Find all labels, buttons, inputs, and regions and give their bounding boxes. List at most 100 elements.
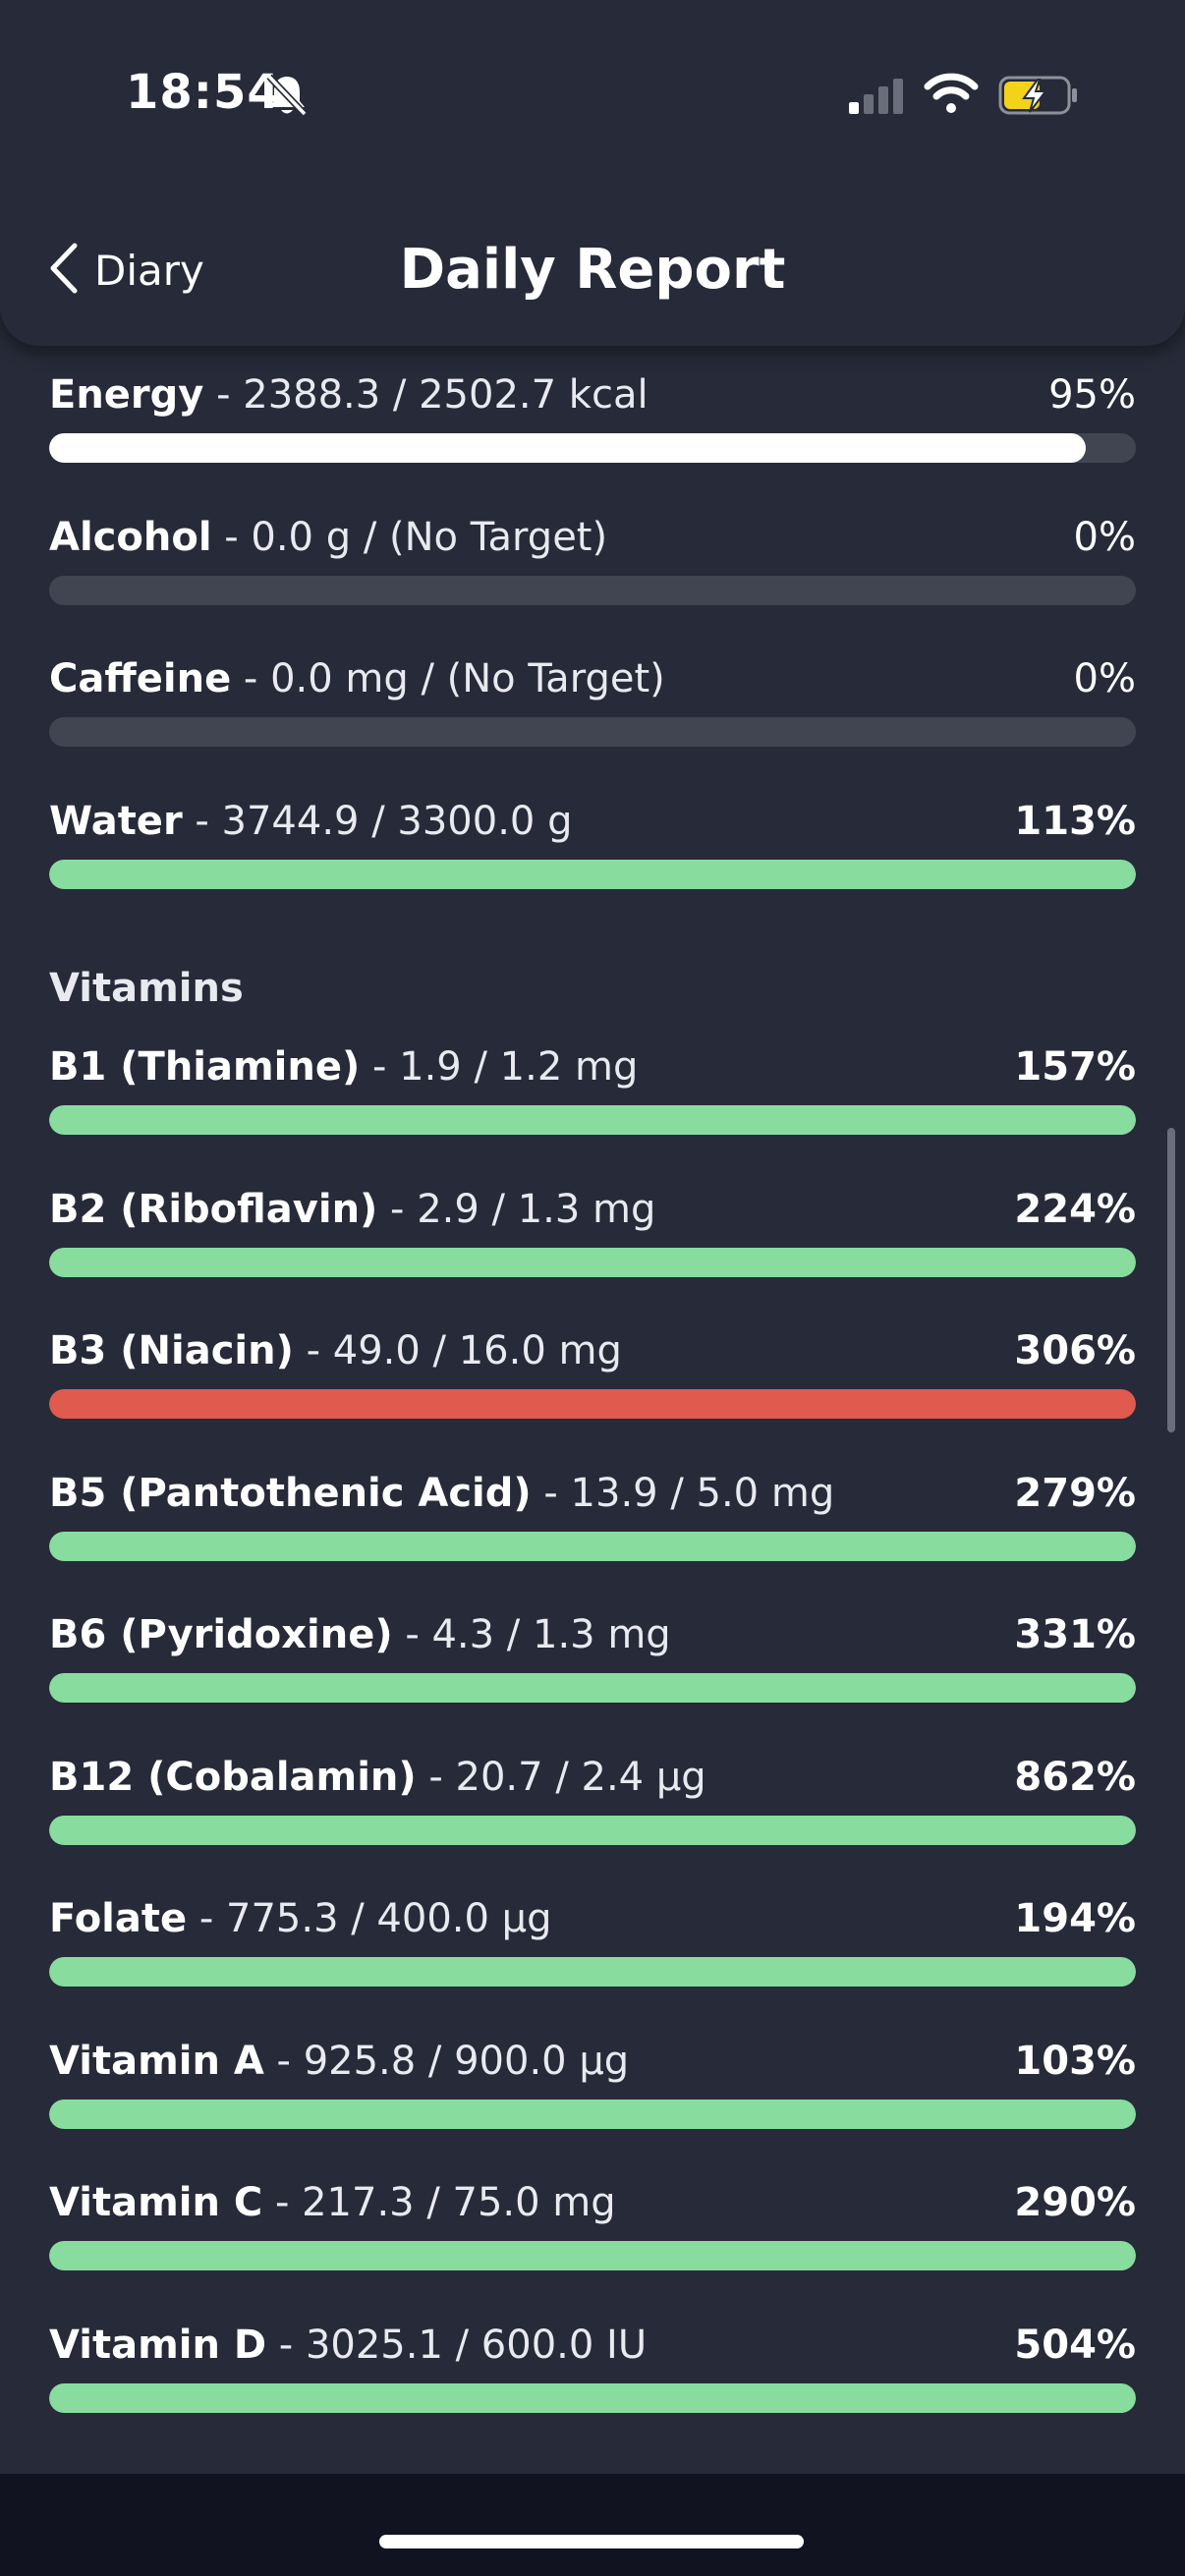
progress-bar bbox=[49, 1105, 1136, 1135]
nutrient-label: B3 (Niacin) - 49.0 / 16.0 mg bbox=[49, 1328, 622, 1373]
nutrient-name: Vitamin A bbox=[49, 2038, 264, 2084]
progress-bar-fill bbox=[49, 433, 1087, 463]
nutrient-row[interactable]: Folate - 775.3 / 400.0 µg 194% bbox=[49, 1896, 1136, 2004]
progress-bar bbox=[49, 859, 1136, 889]
progress-bar-fill bbox=[49, 1389, 1136, 1419]
progress-bar-fill bbox=[49, 1247, 1136, 1277]
chevron-left-icon bbox=[47, 242, 81, 299]
nutrient-percent: 0% bbox=[1073, 514, 1136, 560]
nutrient-name: Folate bbox=[49, 1896, 188, 1941]
nutrient-amount: - 3744.9 / 3300.0 g bbox=[182, 798, 573, 844]
nutrient-percent: 306% bbox=[1014, 1328, 1136, 1373]
nutrient-amount: - 20.7 / 2.4 µg bbox=[416, 1754, 706, 1800]
nutrient-row[interactable]: B2 (Riboflavin) - 2.9 / 1.3 mg 224% bbox=[49, 1187, 1136, 1295]
nutrient-percent: 157% bbox=[1014, 1044, 1136, 1090]
header: 18:54 bbox=[0, 0, 1185, 346]
scrollbar[interactable] bbox=[1167, 1128, 1175, 1432]
progress-bar bbox=[49, 1957, 1136, 1987]
nutrient-percent: 279% bbox=[1014, 1470, 1136, 1516]
nutrient-percent: 224% bbox=[1014, 1186, 1136, 1232]
nutrient-percent: 862% bbox=[1014, 1754, 1136, 1800]
nutrient-amount: - 0.0 mg / (No Target) bbox=[231, 656, 665, 701]
nutrient-name: B3 (Niacin) bbox=[49, 1328, 294, 1373]
nutrient-row-header: Vitamin C - 217.3 / 75.0 mg 290% bbox=[49, 2180, 1136, 2225]
nutrient-row[interactable]: Vitamin C - 217.3 / 75.0 mg 290% bbox=[49, 2180, 1136, 2288]
nutrient-name: Alcohol bbox=[49, 514, 212, 560]
page-title: Daily Report bbox=[399, 238, 786, 302]
progress-bar-fill bbox=[49, 2382, 1136, 2413]
progress-bar-fill bbox=[49, 2099, 1136, 2129]
nutrient-row[interactable]: B3 (Niacin) - 49.0 / 16.0 mg 306% bbox=[49, 1328, 1136, 1436]
nutrient-amount: - 13.9 / 5.0 mg bbox=[531, 1470, 835, 1516]
nutrient-label: Alcohol - 0.0 g / (No Target) bbox=[49, 515, 607, 560]
home-indicator[interactable] bbox=[379, 2535, 804, 2548]
nutrient-row[interactable]: Vitamin A - 925.8 / 900.0 µg 103% bbox=[49, 2039, 1136, 2147]
nutrient-amount: - 1.9 / 1.2 mg bbox=[360, 1044, 639, 1090]
nutrient-row-header: B3 (Niacin) - 49.0 / 16.0 mg 306% bbox=[49, 1328, 1136, 1373]
report-content[interactable]: Energy - 2388.3 / 2502.7 kcal 95% Alcohol … bbox=[0, 346, 1185, 2474]
progress-bar bbox=[49, 2241, 1136, 2270]
nutrient-amount: - 49.0 / 16.0 mg bbox=[293, 1328, 622, 1373]
nutrient-percent: 113% bbox=[1014, 798, 1136, 844]
nutrient-amount: - 0.0 g / (No Target) bbox=[211, 514, 608, 560]
nutrient-row-header: B2 (Riboflavin) - 2.9 / 1.3 mg 224% bbox=[49, 1187, 1136, 1232]
nutrient-label: Folate - 775.3 / 400.0 µg bbox=[49, 1896, 552, 1941]
progress-bar bbox=[49, 1389, 1136, 1419]
nutrient-row[interactable]: Alcohol - 0.0 g / (No Target) 0% bbox=[49, 515, 1136, 623]
nutrient-row-header: Vitamin D - 3025.1 / 600.0 IU 504% bbox=[49, 2323, 1136, 2368]
nutrient-label: B6 (Pyridoxine) - 4.3 / 1.3 mg bbox=[49, 1612, 671, 1657]
progress-bar-fill bbox=[49, 1531, 1136, 1561]
nutrient-row[interactable]: B5 (Pantothenic Acid) - 13.9 / 5.0 mg 279… bbox=[49, 1471, 1136, 1579]
back-button-label: Diary bbox=[94, 246, 204, 295]
progress-bar-fill bbox=[49, 859, 1136, 889]
nutrient-label: B2 (Riboflavin) - 2.9 / 1.3 mg bbox=[49, 1187, 655, 1232]
progress-bar bbox=[49, 717, 1136, 747]
nutrient-name: Vitamin D bbox=[49, 2322, 267, 2368]
progress-bar bbox=[49, 575, 1136, 605]
nutrient-label: Vitamin C - 217.3 / 75.0 mg bbox=[49, 2180, 616, 2225]
nutrient-percent: 290% bbox=[1014, 2180, 1136, 2225]
nutrient-row-header: Water - 3744.9 / 3300.0 g 113% bbox=[49, 799, 1136, 844]
nutrient-amount: - 925.8 / 900.0 µg bbox=[263, 2038, 630, 2084]
nutrient-percent: 0% bbox=[1073, 656, 1136, 701]
nutrient-row-header: B12 (Cobalamin) - 20.7 / 2.4 µg 862% bbox=[49, 1755, 1136, 1800]
nutrient-name: B12 (Cobalamin) bbox=[49, 1754, 417, 1800]
progress-bar bbox=[49, 1531, 1136, 1561]
nutrient-name: Vitamin C bbox=[49, 2180, 263, 2225]
nutrient-amount: - 217.3 / 75.0 mg bbox=[262, 2180, 616, 2225]
nutrient-name: B5 (Pantothenic Acid) bbox=[49, 1470, 532, 1516]
progress-bar bbox=[49, 2099, 1136, 2129]
nutrient-percent: 331% bbox=[1014, 1612, 1136, 1657]
nutrient-row[interactable]: B6 (Pyridoxine) - 4.3 / 1.3 mg 331% bbox=[49, 1612, 1136, 1720]
nutrient-row[interactable]: Vitamin D - 3025.1 / 600.0 IU 504% bbox=[49, 2323, 1136, 2431]
nutrient-name: Caffeine bbox=[49, 656, 232, 701]
nutrient-row-header: B6 (Pyridoxine) - 4.3 / 1.3 mg 331% bbox=[49, 1612, 1136, 1657]
nutrient-name: Energy bbox=[49, 372, 204, 418]
nutrient-row-header: B1 (Thiamine) - 1.9 / 1.2 mg 157% bbox=[49, 1044, 1136, 1090]
nutrient-percent: 95% bbox=[1048, 372, 1136, 418]
nutrient-row[interactable]: B12 (Cobalamin) - 20.7 / 2.4 µg 862% bbox=[49, 1755, 1136, 1863]
back-button[interactable]: Diary bbox=[47, 236, 204, 305]
nutrient-row-header: Folate - 775.3 / 400.0 µg 194% bbox=[49, 1896, 1136, 1941]
nutrient-label: Water - 3744.9 / 3300.0 g bbox=[49, 799, 572, 844]
nutrient-amount: - 2388.3 / 2502.7 kcal bbox=[203, 372, 649, 418]
progress-bar bbox=[49, 1673, 1136, 1703]
nutrient-row[interactable]: B1 (Thiamine) - 1.9 / 1.2 mg 157% bbox=[49, 1044, 1136, 1152]
nutrient-row[interactable]: Caffeine - 0.0 mg / (No Target) 0% bbox=[49, 656, 1136, 764]
bell-off-icon bbox=[265, 73, 309, 122]
progress-bar-fill bbox=[49, 1105, 1136, 1135]
nutrient-label: Caffeine - 0.0 mg / (No Target) bbox=[49, 656, 665, 701]
bottom-bar bbox=[0, 2474, 1185, 2576]
nutrient-row[interactable]: Energy - 2388.3 / 2502.7 kcal 95% bbox=[49, 372, 1136, 480]
progress-bar-fill bbox=[49, 1815, 1136, 1845]
progress-bar-fill bbox=[49, 1957, 1136, 1987]
progress-bar bbox=[49, 1247, 1136, 1277]
progress-bar-fill bbox=[49, 1673, 1136, 1703]
battery-charging-icon bbox=[998, 75, 1081, 120]
nutrient-label: Vitamin D - 3025.1 / 600.0 IU bbox=[49, 2323, 647, 2368]
nutrient-row[interactable]: Water - 3744.9 / 3300.0 g 113% bbox=[49, 799, 1136, 907]
nutrient-amount: - 4.3 / 1.3 mg bbox=[392, 1612, 671, 1657]
nutrient-percent: 194% bbox=[1014, 1896, 1136, 1941]
nutrient-amount: - 2.9 / 1.3 mg bbox=[377, 1186, 656, 1232]
progress-bar bbox=[49, 1815, 1136, 1845]
